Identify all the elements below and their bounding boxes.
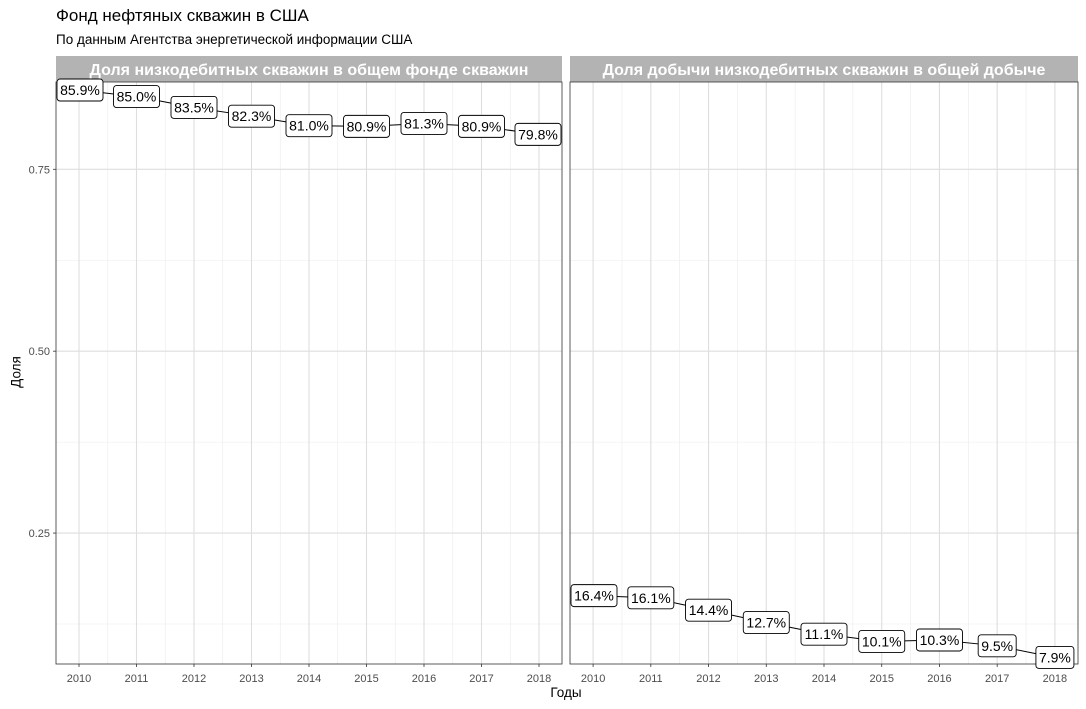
data-label-box	[977, 634, 1017, 658]
data-label-box	[1035, 646, 1075, 669]
data-label-box	[685, 598, 732, 622]
data-label: 10.3%	[916, 628, 963, 652]
facet-title: Доля добычи низкодебитных скважин в обще…	[603, 62, 1046, 79]
x-tick-label: 2012	[696, 673, 720, 685]
data-label-box	[56, 78, 104, 102]
facet-strip	[570, 56, 1078, 82]
data-label-box	[858, 629, 906, 653]
facet-strip	[56, 56, 562, 82]
data-label: 16.4%	[570, 584, 618, 608]
data-label: 10.1%	[858, 629, 906, 653]
x-tick-label: 2015	[354, 673, 378, 685]
data-label: 80.9%	[343, 114, 390, 138]
data-label: 85.0%	[113, 85, 160, 109]
data-label-box	[627, 586, 675, 610]
data-label-text: 14.4%	[689, 602, 729, 618]
data-label-box	[170, 96, 218, 119]
data-label-box	[285, 114, 333, 138]
data-label-text: 81.0%	[289, 118, 329, 134]
x-tick-label: 2015	[869, 673, 893, 685]
data-label: 12.7%	[742, 611, 790, 634]
data-label-text: 11.1%	[805, 626, 844, 642]
data-label-text: 16.4%	[574, 588, 614, 604]
data-label-box	[570, 584, 618, 608]
data-label-text: 80.9%	[347, 118, 387, 134]
data-label-text: 7.9%	[1039, 649, 1071, 665]
data-label: 11.1%	[800, 622, 848, 646]
x-tick-label: 2012	[182, 673, 206, 685]
data-label-box	[800, 622, 848, 646]
data-label-box	[458, 114, 505, 138]
x-tick-label: 2010	[581, 673, 605, 685]
facet-title: Доля низкодебитных скважин в общем фонде…	[90, 62, 529, 79]
chart-title: Фонд нефтяных скважин в США	[56, 6, 309, 25]
data-label-box	[228, 104, 275, 128]
x-tick-label: 2013	[239, 673, 263, 685]
data-label-text: 10.1%	[862, 633, 902, 649]
data-label-text: 16.1%	[631, 590, 671, 606]
y-tick-label: 0.50	[29, 346, 50, 358]
data-label-box	[343, 114, 390, 138]
x-tick-label: 2018	[1043, 673, 1067, 685]
y-tick-label: 0.25	[29, 528, 50, 540]
data-label-text: 85.9%	[60, 82, 100, 98]
x-tick-label: 2013	[754, 673, 778, 685]
x-tick-label: 2016	[927, 673, 951, 685]
data-label-text: 82.3%	[232, 108, 272, 124]
data-label: 79.8%	[514, 122, 562, 146]
x-tick-label: 2010	[67, 673, 91, 685]
data-label: 80.9%	[458, 114, 505, 138]
data-label: 85.9%	[56, 78, 104, 102]
data-label-box	[916, 628, 963, 652]
data-label: 14.4%	[685, 598, 732, 622]
x-tick-label: 2011	[125, 673, 149, 685]
data-label: 81.3%	[400, 112, 448, 135]
data-label: 9.5%	[977, 634, 1017, 658]
data-label: 83.5%	[170, 96, 218, 119]
x-tick-label: 2016	[412, 673, 436, 685]
x-tick-label: 2014	[812, 673, 836, 685]
data-label-text: 83.5%	[174, 99, 214, 115]
data-label-text: 81.3%	[404, 115, 444, 131]
data-label-box	[514, 122, 562, 146]
data-label-text: 79.8%	[518, 126, 558, 142]
data-label: 81.0%	[285, 114, 333, 138]
x-tick-label: 2018	[527, 673, 551, 685]
data-label: 7.9%	[1035, 646, 1075, 669]
data-label-text: 80.9%	[462, 118, 502, 134]
data-label-text: 85.0%	[117, 89, 157, 105]
x-tick-label: 2011	[639, 673, 663, 685]
data-label-box	[742, 611, 790, 634]
y-tick-label: 0.75	[29, 164, 50, 176]
x-axis-label: Годы	[550, 685, 582, 700]
data-label: 16.1%	[627, 586, 675, 610]
x-tick-label: 2017	[469, 673, 493, 685]
x-tick-label: 2014	[297, 673, 321, 685]
x-tick-label: 2017	[985, 673, 1009, 685]
chart-subtitle: По данным Агентства энергетической инфор…	[56, 32, 413, 47]
data-label: 82.3%	[228, 104, 275, 128]
data-label-text: 9.5%	[981, 638, 1013, 654]
data-label-text: 12.7%	[746, 615, 786, 631]
data-label-text: 10.3%	[920, 632, 960, 648]
data-label-box	[400, 112, 448, 135]
data-label-box	[113, 85, 160, 109]
